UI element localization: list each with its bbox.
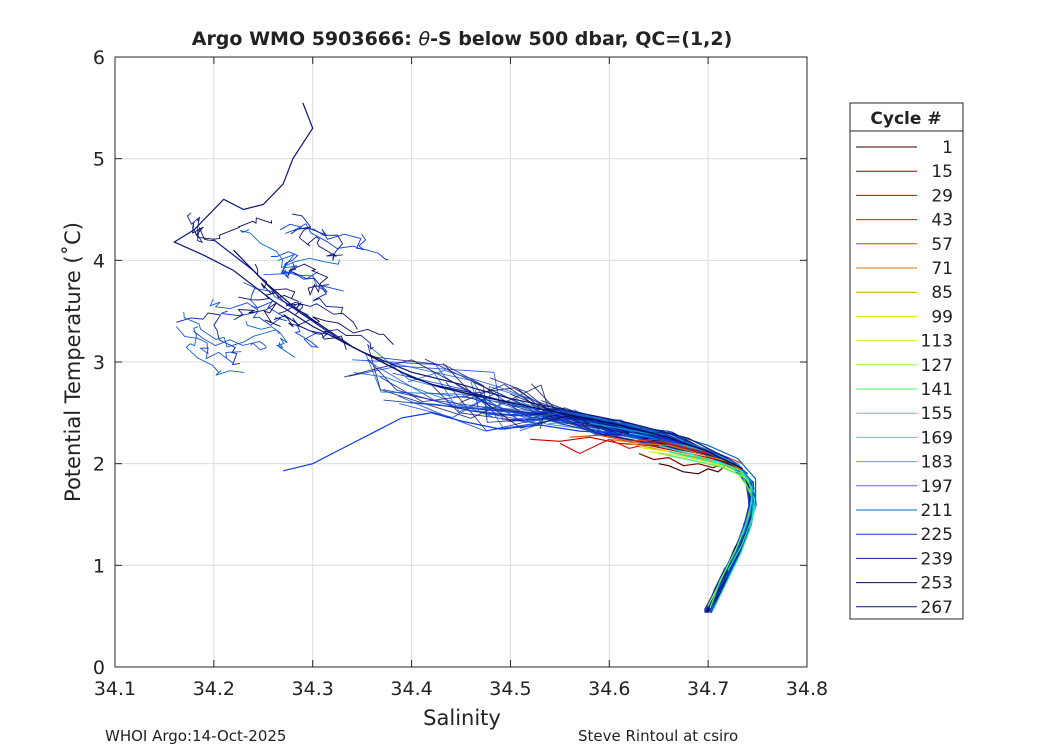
- legend-label-15: 15: [931, 162, 953, 182]
- legend-label-29: 29: [931, 186, 953, 206]
- legend-label-197: 197: [921, 477, 953, 497]
- series-line-cycle-225: [282, 412, 749, 475]
- footer-left: WHOI Argo:14-Oct-2025: [105, 727, 286, 745]
- x-tick-label: 34.7: [687, 678, 729, 700]
- y-tick-label: 5: [93, 149, 105, 171]
- plot-area: 34.1 34.2 34.3 34.4 34.5 34.6 34.7 34.8 0 1 2 3 4 5 6: [93, 47, 828, 700]
- profile-scribble-line: [186, 212, 204, 244]
- profile-scribble-line: [233, 302, 281, 327]
- legend-label-113: 113: [921, 332, 953, 352]
- profile-scribble-line: [239, 229, 340, 269]
- x-tick-label: 34.3: [292, 678, 334, 700]
- legend-entries: 1 15 29 43 57 71 85 99 113 127 141 155 169 183 197 211 2…: [856, 138, 953, 618]
- legend-label-43: 43: [931, 211, 953, 231]
- footer-right: Steve Rintoul at csiro: [578, 727, 738, 745]
- profile-scribble-line: [278, 302, 358, 330]
- legend-box: [849, 102, 964, 620]
- series-line-cycle-15: [638, 452, 729, 469]
- y-tick-label: 6: [93, 47, 105, 69]
- x-tick-label: 34.8: [786, 678, 828, 700]
- x-tick-label: 34.5: [489, 678, 531, 700]
- legend-label-127: 127: [921, 356, 953, 376]
- y-tick-label: 0: [93, 657, 105, 679]
- legend-label-1: 1: [942, 138, 953, 158]
- profile-scribble-line: [287, 263, 330, 297]
- profile-cloud-line: [366, 343, 755, 612]
- profile-scribble-line: [176, 312, 241, 366]
- x-axis-label: Salinity: [423, 706, 501, 730]
- legend-label-99: 99: [931, 307, 953, 327]
- profile-scribble-line: [251, 300, 319, 348]
- x-tick-label: 34.4: [390, 678, 432, 700]
- series-line-cycle-1: [658, 463, 729, 475]
- y-axis-label: Potential Temperature (˚C): [61, 222, 85, 502]
- profile-scribble-line: [175, 326, 242, 364]
- legend-label-239: 239: [921, 549, 953, 569]
- ticks: 34.1 34.2 34.3 34.4 34.5 34.6 34.7 34.8 0 1 2 3 4 5 6: [93, 47, 828, 700]
- profile-scribble-line: [292, 213, 344, 261]
- series-line-cycle-197: [589, 422, 754, 510]
- profile-scribble-line: [279, 223, 367, 251]
- y-tick-label: 4: [93, 250, 105, 272]
- legend-label-267: 267: [921, 598, 953, 618]
- chart-title: Argo WMO 5903666: θ-S below 500 dbar, QC…: [192, 28, 733, 50]
- profile-scribble-line: [185, 326, 245, 376]
- legend-label-253: 253: [921, 574, 953, 594]
- profile-scribble-line: [288, 262, 344, 315]
- series-line-cycle-169: [658, 444, 757, 571]
- x-tick-label: 34.1: [94, 678, 136, 700]
- profile-scribble-line: [193, 330, 267, 351]
- profile-scribble-line: [263, 270, 344, 293]
- y-tick-label: 2: [93, 454, 105, 476]
- legend-label-71: 71: [931, 259, 953, 279]
- profile-scribble-line: [277, 253, 298, 276]
- x-tick-label: 34.6: [588, 678, 630, 700]
- legend-label-211: 211: [921, 501, 953, 521]
- profile-scribble-line: [245, 321, 296, 358]
- legend-label-225: 225: [921, 525, 953, 545]
- profile-scribble-line: [284, 227, 389, 261]
- series-line-cycle-253: [233, 249, 743, 470]
- legend-title: Cycle #: [870, 109, 941, 129]
- y-tick-label: 3: [93, 352, 105, 374]
- legend: Cycle # 1 15 29 43 57 71 85 99 113 127 141 155 169 18…: [849, 102, 964, 620]
- legend-label-57: 57: [931, 235, 953, 255]
- profile-scribble-line: [290, 226, 337, 257]
- y-tick-label: 1: [93, 555, 105, 577]
- profile-scribble-line: [209, 286, 259, 312]
- series-layer: [173, 102, 757, 614]
- legend-label-155: 155: [921, 404, 953, 424]
- legend-label-85: 85: [931, 283, 953, 303]
- series-line-cycle-267: [173, 102, 729, 460]
- grid: [115, 57, 807, 667]
- legend-label-169: 169: [921, 428, 953, 448]
- profile-scribble-line: [238, 292, 303, 315]
- legend-label-141: 141: [921, 380, 953, 400]
- x-tick-label: 34.2: [193, 678, 235, 700]
- legend-label-183: 183: [921, 453, 953, 473]
- profile-scribble-line: [221, 310, 287, 327]
- profile-scribble-line: [183, 311, 281, 348]
